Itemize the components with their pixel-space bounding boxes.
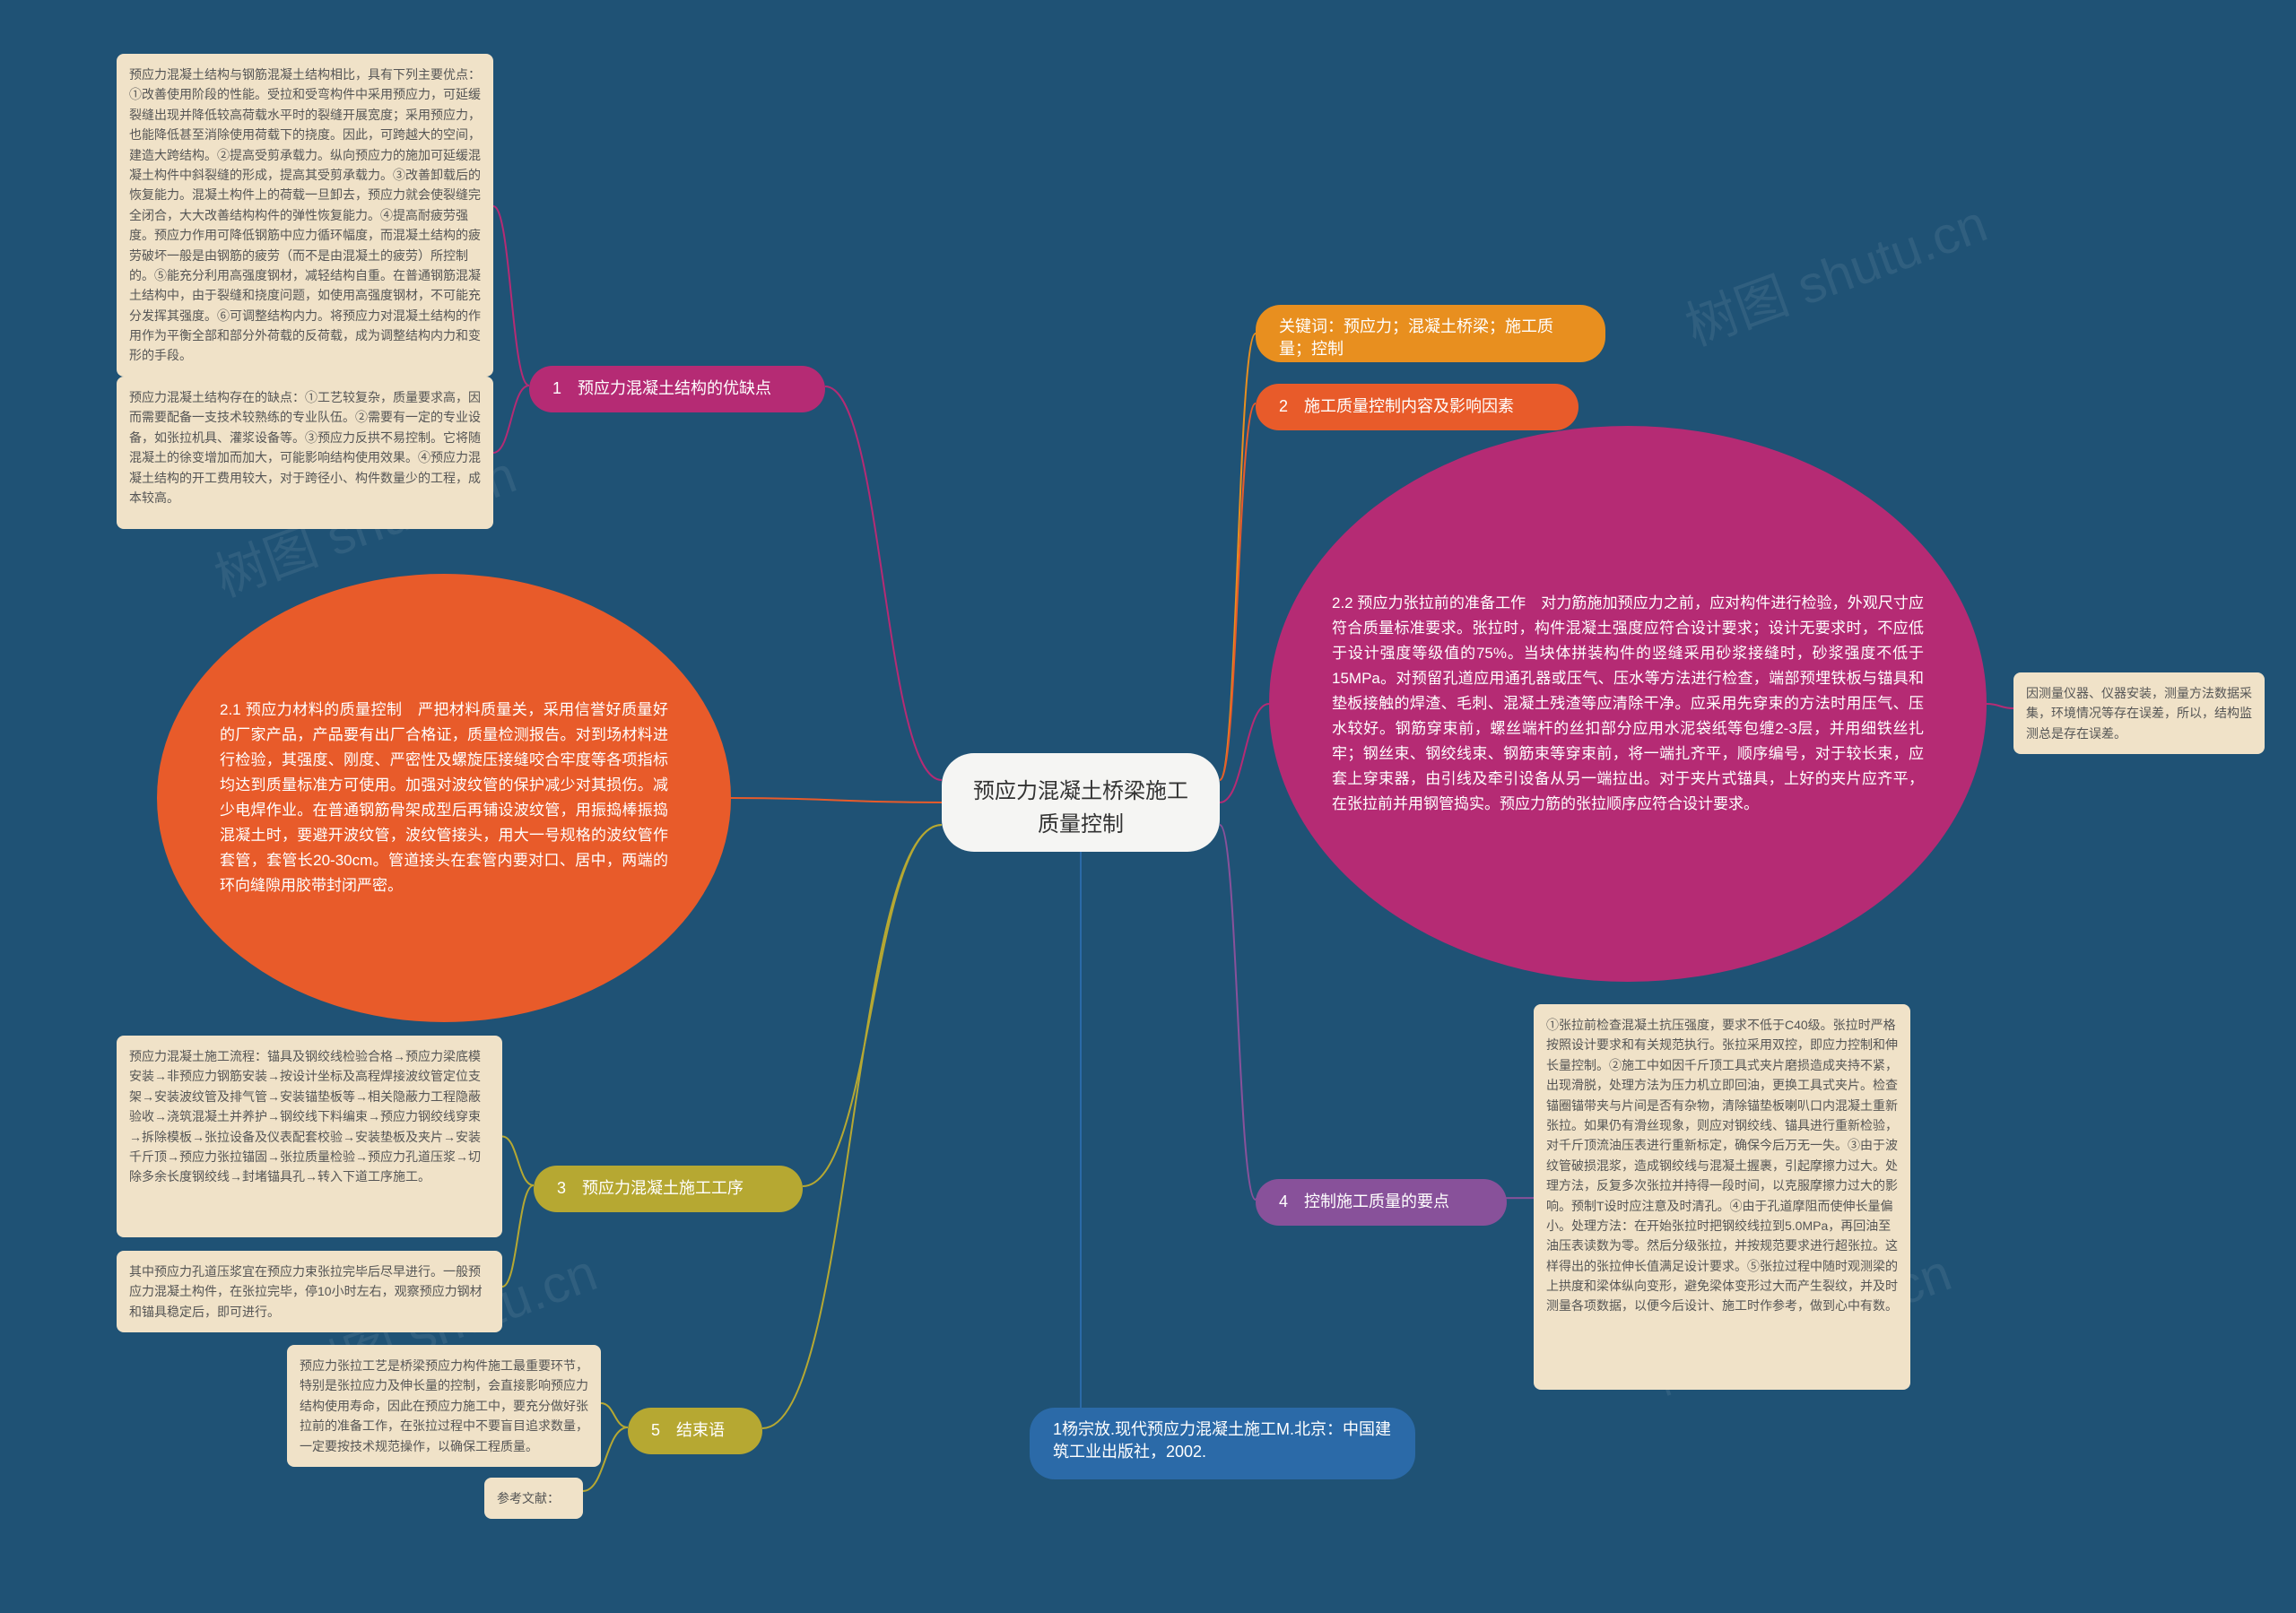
leaf-note: 预应力张拉工艺是桥梁预应力构件施工最重要环节，特别是张拉应力及伸长量的控制，会直… (287, 1345, 601, 1467)
branch-ellipse: 2.1 预应力材料的质量控制 严把材料质量关，采用信誉好质量好的厂家产品，产品要… (157, 574, 731, 1022)
branch-pill[interactable]: 2 施工质量控制内容及影响因素 (1256, 384, 1578, 430)
branch-ellipse: 2.2 预应力张拉前的准备工作 对力筋施加预应力之前，应对构件进行检验，外观尺寸… (1269, 426, 1987, 982)
branch-pill[interactable]: 3 预应力混凝土施工工序 (534, 1166, 803, 1212)
leaf-note: 预应力混凝土结构与钢筋混凝土结构相比，具有下列主要优点：①改善使用阶段的性能。受… (117, 54, 493, 377)
center-node: 预应力混凝土桥梁施工质量控制 (942, 753, 1220, 852)
leaf-note: 其中预应力孔道压浆宜在预应力束张拉完毕后尽早进行。一般预应力混凝土构件，在张拉完… (117, 1251, 502, 1332)
leaf-note: 预应力混凝土结构存在的缺点：①工艺较复杂，质量要求高，因而需要配备一支技术较熟练… (117, 377, 493, 529)
leaf-note: 参考文献： (484, 1478, 583, 1519)
branch-pill[interactable]: 4 控制施工质量的要点 (1256, 1179, 1507, 1226)
leaf-note: ①张拉前检查混凝土抗压强度，要求不低于C40级。张拉时严格按照设计要求和有关规范… (1534, 1004, 1910, 1390)
branch-pill[interactable]: 1 预应力混凝土结构的优缺点 (529, 366, 825, 412)
leaf-note: 预应力混凝土施工流程：锚具及钢绞线检验合格→预应力梁底模安装→非预应力钢筋安装→… (117, 1036, 502, 1237)
watermark: 树图 shutu.cn (1674, 181, 1996, 360)
leaf-note: 因测量仪器、仪器安装，测量方法数据采集，环境情况等存在误差，所以，结构监测总是存… (2013, 672, 2265, 754)
branch-pill[interactable]: 1杨宗放.现代预应力混凝土施工M.北京：中国建筑工业出版社，2002. (1030, 1408, 1415, 1479)
branch-pill[interactable]: 5 结束语 (628, 1408, 762, 1454)
branch-pill[interactable]: 关键词：预应力；混凝土桥梁；施工质量；控制 (1256, 305, 1605, 362)
